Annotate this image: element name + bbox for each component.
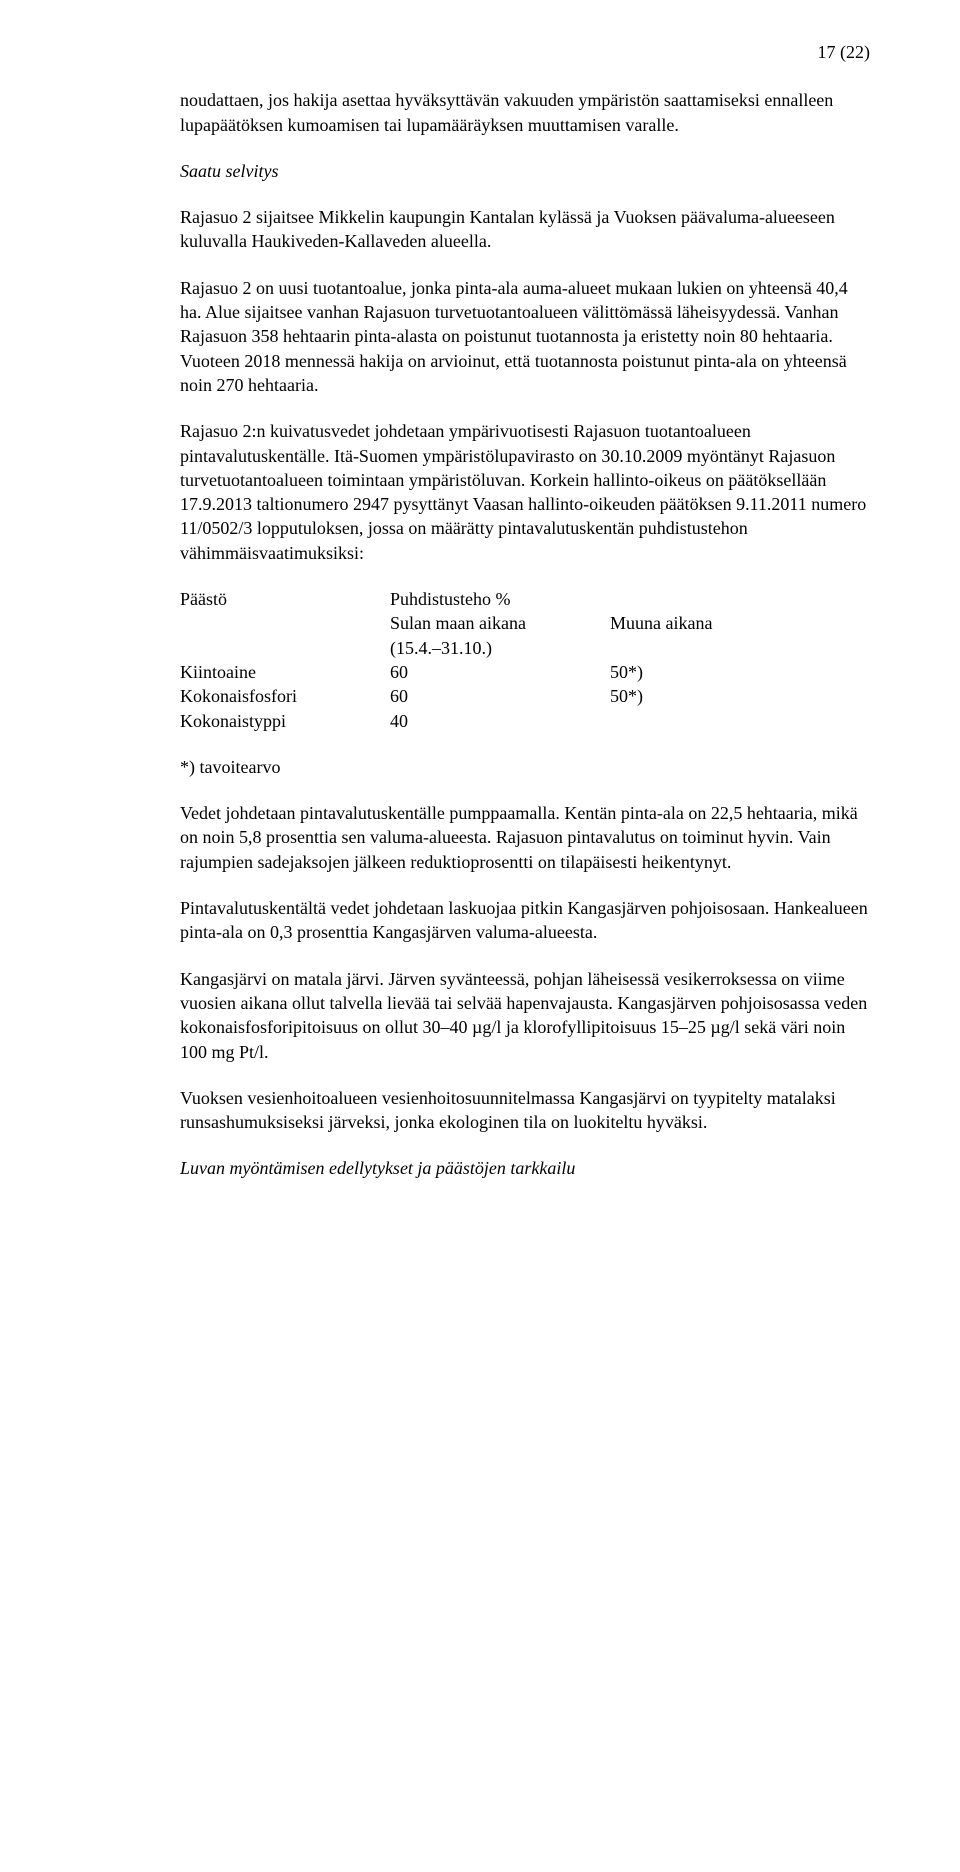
table-header-row: Päästö Puhdistusteho %: [180, 587, 870, 611]
table-subheader-row: Sulan maan aikana Muuna aikana: [180, 611, 870, 635]
paragraph-1: noudattaen, jos hakija asettaa hyväksytt…: [180, 88, 870, 137]
table-cell: 50*): [610, 660, 870, 684]
table-cell: [610, 709, 870, 733]
table-row: Kokonaisfosfori 60 50*): [180, 684, 870, 708]
section-heading-saatu-selvitys: Saatu selvitys: [180, 159, 870, 183]
table-header-label: Päästö: [180, 587, 390, 611]
table-daterange-row: (15.4.–31.10.): [180, 636, 870, 660]
table-cell: 40: [390, 709, 610, 733]
table-row: Kokonaistyppi 40: [180, 709, 870, 733]
emissions-table: Päästö Puhdistusteho % Sulan maan aikana…: [180, 587, 870, 733]
table-row-label: Kokonaisfosfori: [180, 684, 390, 708]
table-row-label: Kiintoaine: [180, 660, 390, 684]
page-number: 17 (22): [180, 40, 870, 64]
table-footnote: *) tavoitearvo: [180, 755, 870, 779]
paragraph-2: Rajasuo 2 sijaitsee Mikkelin kaupungin K…: [180, 205, 870, 254]
table-row: Kiintoaine 60 50*): [180, 660, 870, 684]
table-cell: 50*): [610, 684, 870, 708]
table-subheader-1: Sulan maan aikana: [390, 611, 610, 635]
table-subheader-2: Muuna aikana: [610, 611, 870, 635]
paragraph-3: Rajasuo 2 on uusi tuotantoalue, jonka pi…: [180, 276, 870, 397]
table-daterange: (15.4.–31.10.): [390, 636, 610, 660]
paragraph-4: Rajasuo 2:n kuivatusvedet johdetaan ympä…: [180, 419, 870, 565]
paragraph-6: Pintavalutuskentältä vedet johdetaan las…: [180, 896, 870, 945]
table-row-label: Kokonaistyppi: [180, 709, 390, 733]
paragraph-8: Vuoksen vesienhoitoalueen vesienhoitosuu…: [180, 1086, 870, 1135]
table-header-col: Puhdistusteho %: [390, 587, 870, 611]
paragraph-5: Vedet johdetaan pintavalutuskentälle pum…: [180, 801, 870, 874]
table-cell: 60: [390, 660, 610, 684]
section-heading-luvan: Luvan myöntämisen edellytykset ja päästö…: [180, 1156, 870, 1180]
paragraph-7: Kangasjärvi on matala järvi. Järven syvä…: [180, 967, 870, 1064]
table-cell: 60: [390, 684, 610, 708]
